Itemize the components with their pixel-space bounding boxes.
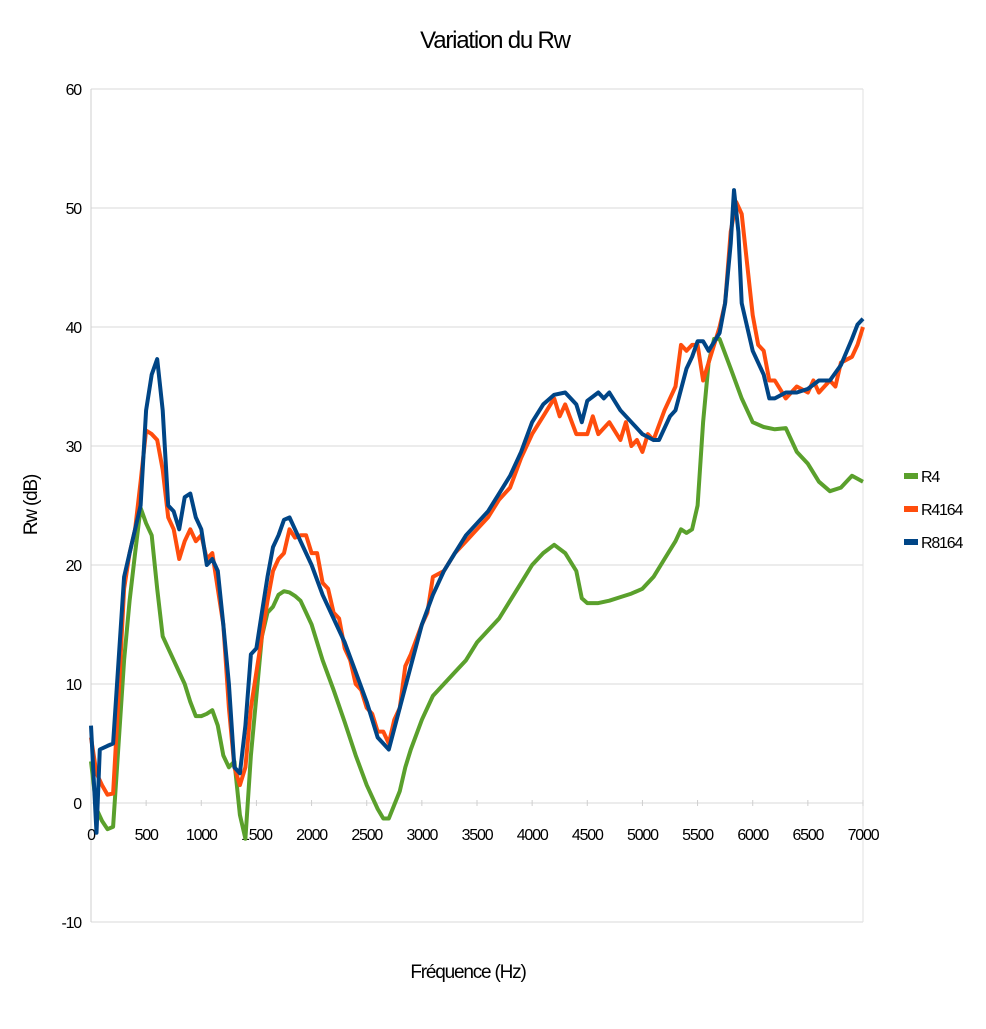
x-tick-label: 4000 bbox=[517, 827, 549, 844]
legend-swatch bbox=[904, 506, 918, 512]
x-tick-label: 2500 bbox=[351, 827, 383, 844]
legend-swatch bbox=[904, 539, 918, 545]
y-tick-label: 50 bbox=[66, 201, 83, 218]
x-tick-label: 4500 bbox=[572, 827, 604, 844]
y-axis-ticks: -10 0 10 20 30 40 50 60 bbox=[61, 82, 83, 932]
y-axis-label: Rw (dB) bbox=[21, 474, 42, 535]
x-tick-label: 7000 bbox=[848, 827, 880, 844]
legend-label: R4 bbox=[921, 469, 940, 486]
legend-item-r8164: R8164 bbox=[904, 535, 965, 552]
x-tick-label: 1000 bbox=[186, 827, 218, 844]
legend: R4 R4164 R8164 bbox=[904, 469, 965, 552]
legend-item-r4: R4 bbox=[904, 469, 942, 486]
x-tick-label: 500 bbox=[135, 827, 159, 844]
series-line-r4 bbox=[89, 336, 864, 841]
x-tick-label: 5500 bbox=[682, 827, 714, 844]
y-tick-label: 10 bbox=[66, 677, 83, 694]
x-tick-label: 5000 bbox=[627, 827, 659, 844]
x-tick-label: 3000 bbox=[406, 827, 438, 844]
x-axis-label: Fréquence (Hz) bbox=[410, 962, 526, 983]
y-tick-label: 60 bbox=[66, 82, 83, 99]
y-tick-label: -10 bbox=[61, 915, 82, 932]
x-tick-label: 0 bbox=[87, 827, 96, 844]
legend-label: R8164 bbox=[921, 535, 963, 552]
x-tick-label: 3500 bbox=[462, 827, 494, 844]
legend-swatch bbox=[904, 473, 918, 479]
legend-label: R4164 bbox=[921, 502, 963, 519]
y-tick-label: 20 bbox=[66, 558, 83, 575]
series-line-r4164 bbox=[89, 200, 865, 797]
x-tick-label: 1500 bbox=[241, 827, 273, 844]
y-tick-label: 40 bbox=[66, 320, 83, 337]
x-tick-label: 6500 bbox=[792, 827, 824, 844]
x-axis-ticks: 0 500 1000 1500 2000 2500 3000 3500 4000 4500 5000… bbox=[87, 800, 881, 844]
y-tick-label: 30 bbox=[66, 439, 83, 456]
y-tick-label: 0 bbox=[73, 796, 82, 813]
legend-item-r4164: R4164 bbox=[904, 502, 965, 519]
series-lines bbox=[89, 188, 865, 841]
x-tick-label: 6000 bbox=[737, 827, 769, 844]
chart-title: Variation du Rw bbox=[420, 27, 572, 54]
x-tick-label: 2000 bbox=[296, 827, 328, 844]
series-line-r8164 bbox=[89, 188, 865, 835]
grid bbox=[90, 88, 864, 923]
